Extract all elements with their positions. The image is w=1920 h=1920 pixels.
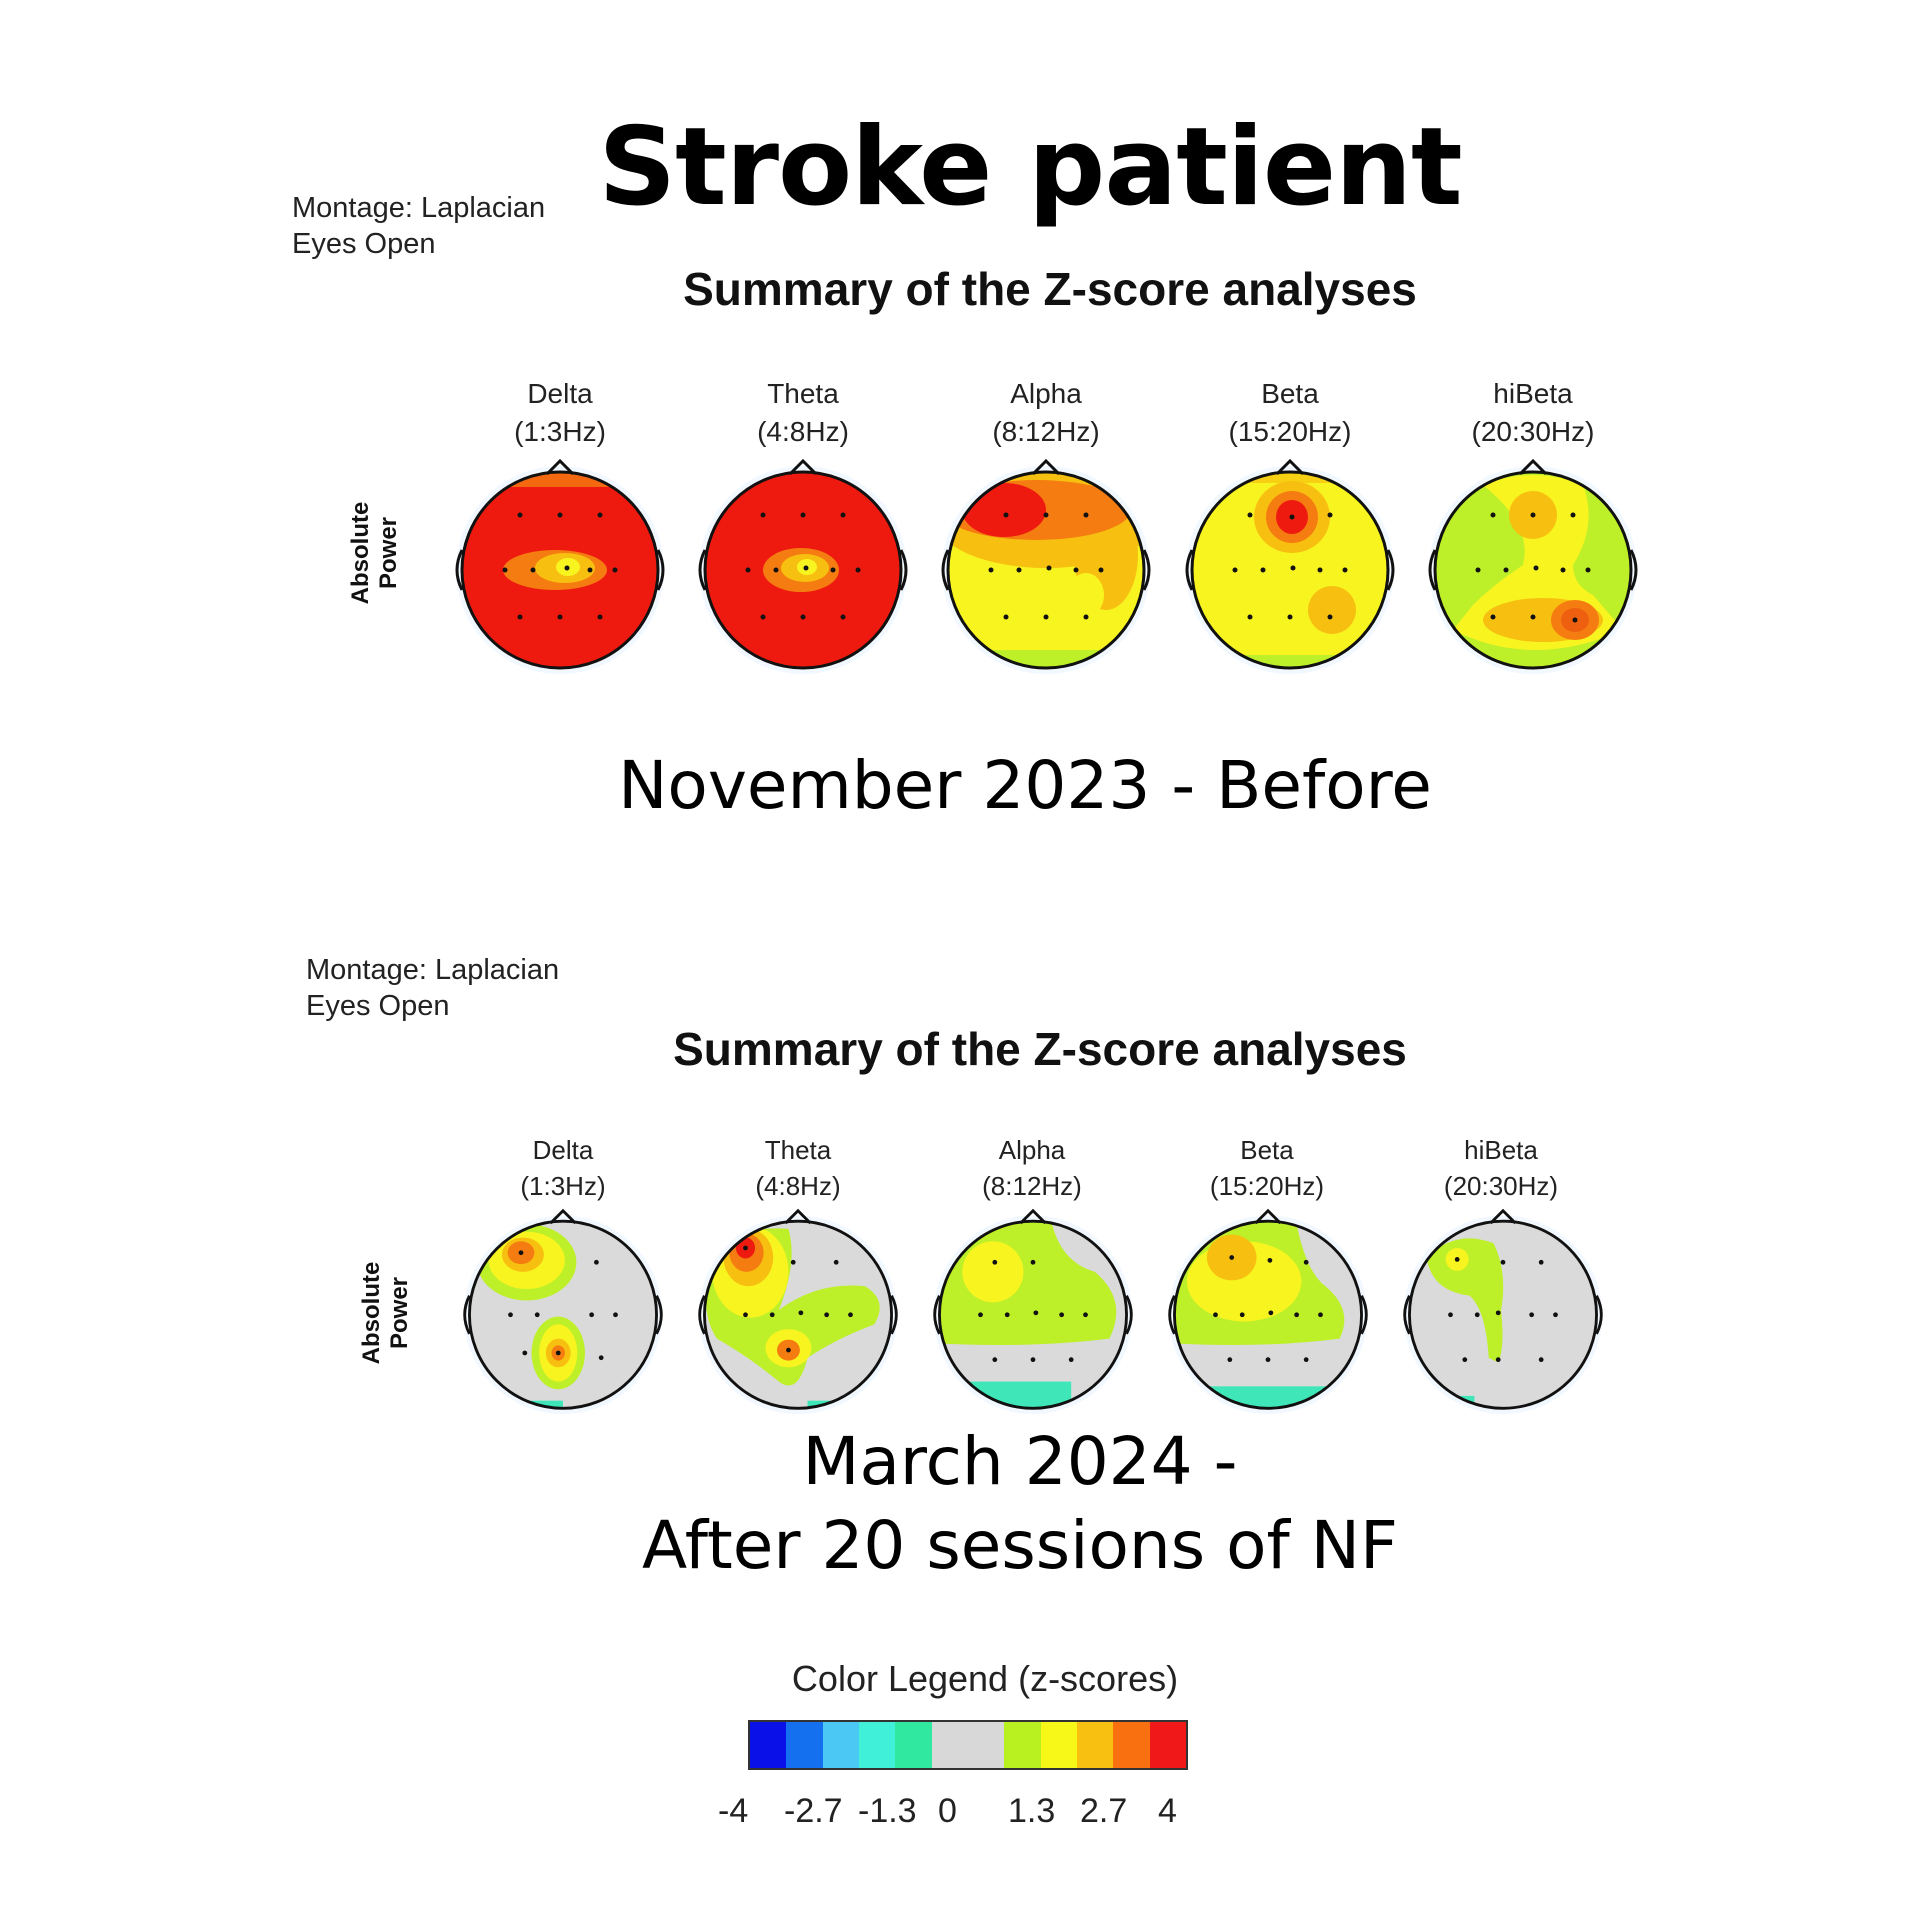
band-range: (1:3Hz) bbox=[520, 1171, 606, 1201]
band-label-beta: Beta (15:20Hz) bbox=[1157, 1132, 1377, 1204]
caption-before-line1: November 2023 - Before bbox=[618, 747, 1432, 824]
band-name: Alpha bbox=[1010, 378, 1082, 409]
band-label-theta: Theta (4:8Hz) bbox=[693, 375, 913, 451]
legend-swatch bbox=[967, 1722, 1005, 1768]
band-label-hibeta: hiBeta (20:30Hz) bbox=[1423, 375, 1643, 451]
row-label-line1: Absolute bbox=[347, 501, 374, 605]
caption-after-line1: March 2024 - bbox=[802, 1423, 1238, 1500]
legend-tick: 0 bbox=[938, 1792, 957, 1830]
montage-label: Montage: Laplacian bbox=[292, 192, 546, 224]
page-title: Stroke patient bbox=[598, 105, 1462, 230]
row-label-before: Absolute Power bbox=[347, 483, 403, 623]
topomap-after-alpha bbox=[933, 1208, 1133, 1415]
topomap-after-beta bbox=[1168, 1208, 1368, 1415]
color-legend-bar bbox=[748, 1720, 1188, 1770]
band-range: (4:8Hz) bbox=[755, 1171, 841, 1201]
band-name: Alpha bbox=[998, 1135, 1066, 1165]
band-name: Beta bbox=[1240, 1135, 1294, 1165]
caption-before: November 2023 - Before bbox=[65, 744, 1920, 828]
band-label-theta: Theta (4:8Hz) bbox=[688, 1132, 908, 1204]
band-label-beta: Beta (15:20Hz) bbox=[1180, 375, 1400, 451]
legend-tick: 1.3 bbox=[1008, 1792, 1056, 1830]
band-label-delta: Delta (1:3Hz) bbox=[453, 1132, 673, 1204]
band-name: Beta bbox=[1261, 378, 1319, 409]
topomap-before-theta bbox=[698, 458, 908, 674]
band-name: Delta bbox=[527, 378, 593, 409]
legend-swatch bbox=[1149, 1722, 1186, 1768]
band-name: hiBeta bbox=[1464, 1135, 1538, 1165]
legend-swatch bbox=[1113, 1722, 1150, 1768]
caption-after: March 2024 - After 20 sessions of NF bbox=[60, 1420, 1920, 1588]
topomap-after-delta bbox=[463, 1208, 663, 1415]
legend-title: Color Legend (z-scores) bbox=[791, 1658, 1179, 1699]
legend-swatch bbox=[750, 1722, 787, 1768]
legend-swatch bbox=[1076, 1722, 1114, 1768]
legend-tick: -4 bbox=[718, 1792, 749, 1830]
summary-title-after: Summary of the Z-score analyses bbox=[673, 1023, 1407, 1075]
legend-swatch bbox=[1004, 1722, 1041, 1768]
band-range: (20:30Hz) bbox=[1471, 416, 1595, 447]
topomap-before-alpha bbox=[941, 458, 1151, 674]
band-range: (8:12Hz) bbox=[982, 1171, 1082, 1201]
legend-swatch bbox=[858, 1722, 896, 1768]
band-range: (4:8Hz) bbox=[757, 416, 849, 447]
legend-tick: 2.7 bbox=[1080, 1792, 1128, 1830]
condition-label: Eyes Open bbox=[306, 990, 450, 1022]
band-name: Theta bbox=[764, 1135, 832, 1165]
band-range: (1:3Hz) bbox=[514, 416, 606, 447]
montage-info-after: Montage: Laplacian Eyes Open bbox=[306, 952, 559, 1024]
band-name: Theta bbox=[767, 378, 839, 409]
topomap-after-hibeta bbox=[1403, 1208, 1603, 1415]
row-label-line2: Power bbox=[375, 516, 402, 590]
band-range: (15:20Hz) bbox=[1228, 416, 1352, 447]
row-label-line2: Power bbox=[386, 1276, 413, 1350]
band-range: (20:30Hz) bbox=[1443, 1171, 1559, 1201]
legend-swatch bbox=[822, 1722, 859, 1768]
legend-swatch bbox=[786, 1722, 823, 1768]
legend-tick: -1.3 bbox=[858, 1792, 917, 1830]
band-label-delta: Delta (1:3Hz) bbox=[450, 375, 670, 451]
topomap-before-hibeta bbox=[1428, 458, 1638, 674]
legend-swatch bbox=[895, 1722, 932, 1768]
caption-after-line2: After 20 sessions of NF bbox=[641, 1507, 1399, 1584]
topomap-before-beta bbox=[1185, 458, 1395, 674]
montage-info-before: Montage: Laplacian Eyes Open bbox=[292, 190, 545, 262]
condition-label: Eyes Open bbox=[292, 228, 436, 260]
band-range: (15:20Hz) bbox=[1209, 1171, 1325, 1201]
band-range: (8:12Hz) bbox=[992, 416, 1100, 447]
legend-tick: -2.7 bbox=[784, 1792, 843, 1830]
legend-tick: 4 bbox=[1158, 1792, 1177, 1830]
band-name: hiBeta bbox=[1493, 378, 1573, 409]
topomap-before-delta bbox=[455, 458, 665, 674]
band-label-hibeta: hiBeta (20:30Hz) bbox=[1391, 1132, 1611, 1204]
summary-title-before: Summary of the Z-score analyses bbox=[683, 263, 1417, 315]
band-label-alpha: Alpha (8:12Hz) bbox=[936, 375, 1156, 451]
band-label-alpha: Alpha (8:12Hz) bbox=[922, 1132, 1142, 1204]
topomap-after-theta bbox=[698, 1208, 898, 1415]
row-label-after: Absolute Power bbox=[358, 1243, 414, 1383]
legend-swatch bbox=[931, 1722, 968, 1768]
montage-label: Montage: Laplacian bbox=[306, 954, 560, 986]
legend-swatch bbox=[1040, 1722, 1077, 1768]
row-label-line1: Absolute bbox=[358, 1261, 385, 1365]
band-name: Delta bbox=[532, 1135, 594, 1165]
